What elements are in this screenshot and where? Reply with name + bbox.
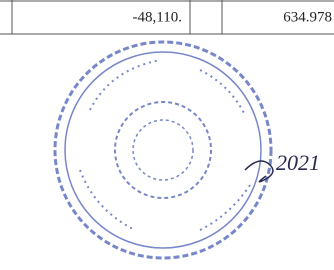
page: {"table": {"rows": [["-48,110.", "634.97… [0, 0, 334, 270]
stamp [55, 42, 271, 258]
stamp-center [133, 120, 193, 180]
stamp-outer-ring [55, 42, 271, 258]
signature: 2021 [276, 150, 320, 175]
stamp-inner-ring [115, 102, 211, 198]
table-cell: 634.978 [283, 9, 332, 25]
table-cell: -48,110. [133, 9, 182, 25]
stamp-text [80, 60, 250, 230]
document-fragment: -48,110. 634.978 2021 [0, 0, 334, 270]
stamp-ring [65, 52, 261, 248]
